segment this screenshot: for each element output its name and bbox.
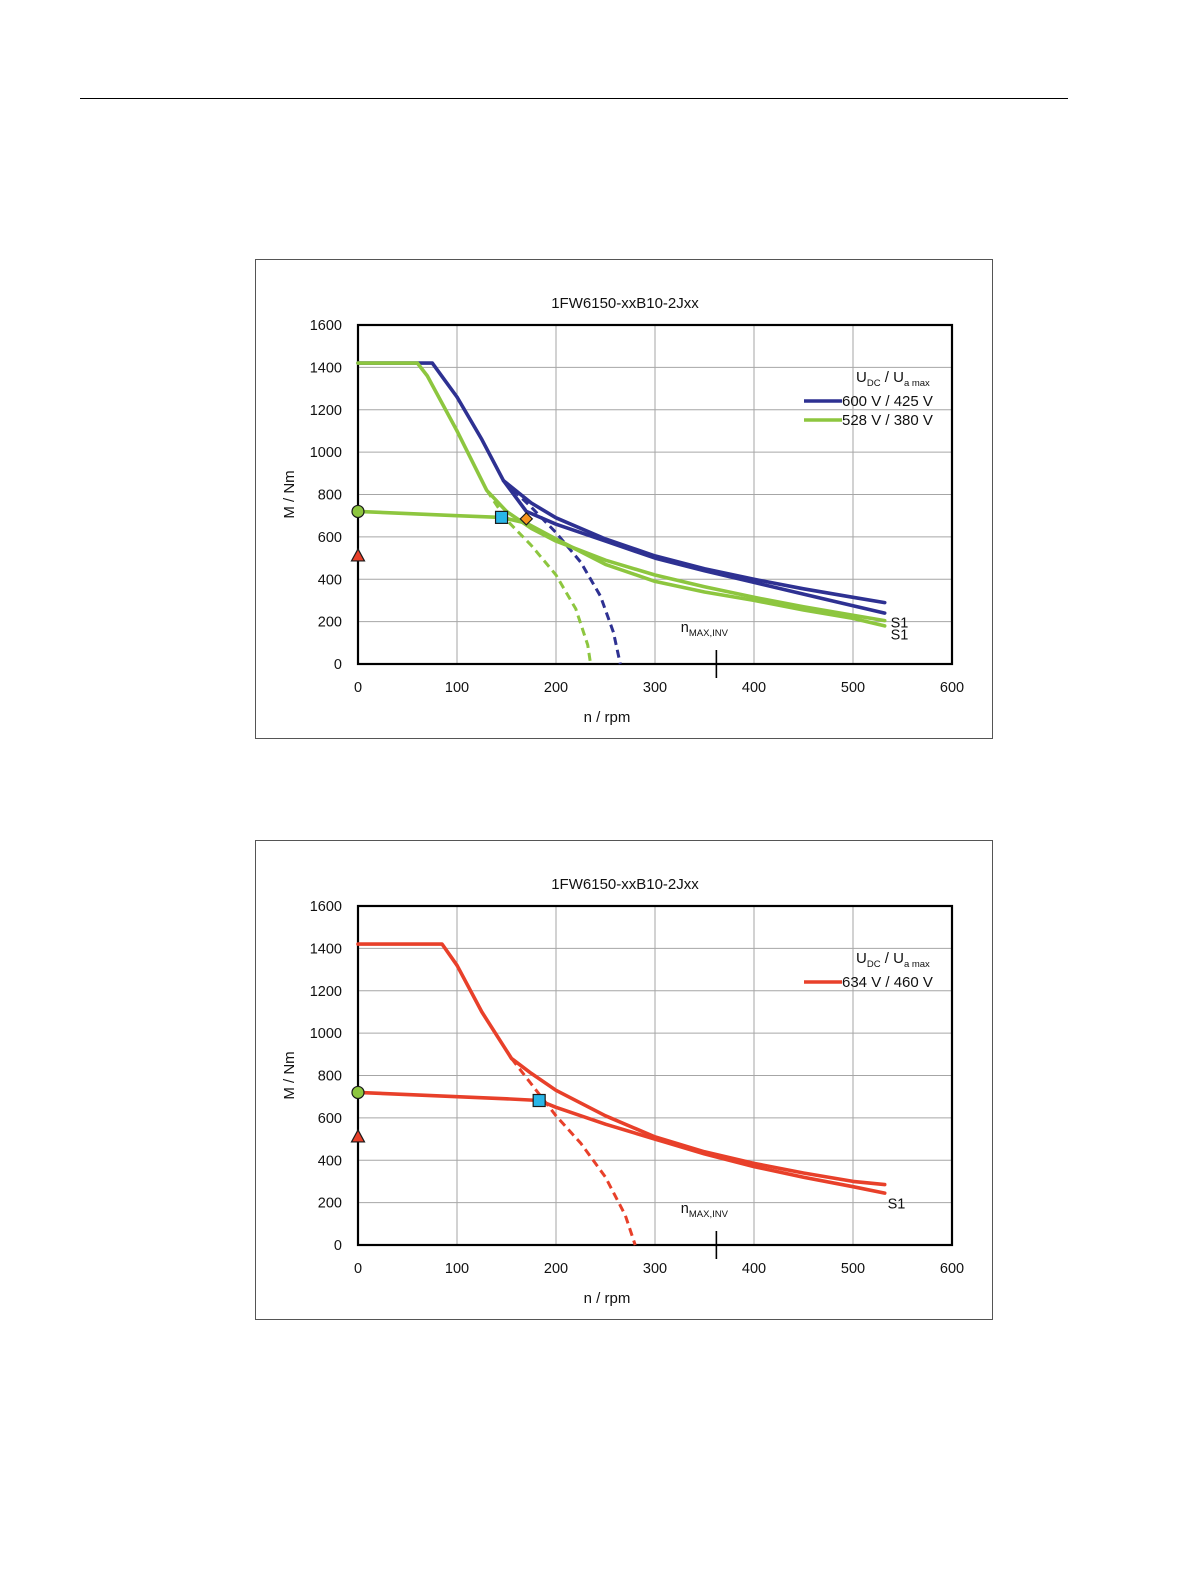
- chart1-xtick-label-2: 200: [544, 680, 568, 696]
- chart2-series-0-dashed-2: [510, 1057, 637, 1246]
- chart1-marker-diamond-3: [519, 512, 534, 526]
- chart-2-svg: 1FW6150-xxB10-2Jxx0200400600800100012001…: [281, 876, 964, 1307]
- chart1-legend-header: UDC / Ua max: [856, 369, 930, 389]
- chart2-marker-triangle-1: [350, 1128, 366, 1143]
- chart2-ytick-label-8: 1600: [310, 899, 342, 915]
- chart1-curve-label-1: S1: [891, 627, 909, 643]
- chart2-xtick-label-6: 600: [940, 1261, 964, 1277]
- torque-speed-chart-1: 1FW6150-xxB10-2Jxx 0 200 400 600 800 1000 1200 1…: [255, 259, 993, 739]
- chart1-ytick-label-7: 1400: [310, 360, 342, 376]
- chart1-y-axis-label: M / Nm: [281, 470, 298, 518]
- chart2-legend-label-0: 634 V / 460 V: [842, 974, 933, 991]
- chart1-ytick-label-4: 800: [318, 488, 342, 504]
- chart2-y-axis-label: M / Nm: [281, 1051, 298, 1099]
- chart2-nmax-label: nMAX,INV: [681, 1201, 729, 1220]
- chart1-marker-square-2: [494, 510, 509, 524]
- chart1-plot-frame: [356, 323, 954, 666]
- chart2-ytick-label-2: 400: [318, 1153, 342, 1169]
- chart1-marker-circle-0: [351, 504, 365, 519]
- chart2-plot-frame: [356, 904, 954, 1247]
- chart2-ytick-label-0: 0: [334, 1238, 342, 1254]
- chart1-ytick-label-0: 0: [334, 657, 342, 673]
- chart2-marker-circle-0: [351, 1085, 365, 1100]
- chart2-ytick-label-3: 600: [318, 1111, 342, 1127]
- chart1-title: 1FW6150-xxB10-2Jxx: [551, 295, 699, 312]
- chart1-nmax-label: nMAX,INV: [681, 620, 729, 639]
- chart2-title: 1FW6150-xxB10-2Jxx: [551, 876, 699, 893]
- chart1-ytick-label-2: 400: [318, 572, 342, 588]
- chart2-ytick-label-4: 800: [318, 1069, 342, 1085]
- chart2-x-axis-label: n / rpm: [584, 1290, 631, 1307]
- header-rule: [80, 98, 1068, 99]
- chart1-series-1-curve-4: [356, 509, 887, 628]
- chart1-series-1-curve-3: [356, 361, 887, 623]
- chart2-xtick-label-3: 300: [643, 1261, 667, 1277]
- chart1-x-axis-label: n / rpm: [584, 709, 631, 726]
- chart1-xtick-label-3: 300: [643, 680, 667, 696]
- chart-1-svg: 1FW6150-xxB10-2Jxx0200400600800100012001…: [281, 295, 964, 726]
- chart1-ytick-label-1: 200: [318, 615, 342, 631]
- chart2-ytick-label-7: 1400: [310, 941, 342, 957]
- chart2-ytick-label-6: 1200: [310, 984, 342, 1000]
- chart1-xtick-label-6: 600: [940, 680, 964, 696]
- chart1-ytick-label-5: 1000: [310, 445, 342, 461]
- chart2-xtick-label-0: 0: [354, 1261, 362, 1277]
- chart1-ytick-label-6: 1200: [310, 403, 342, 419]
- chart1-ytick-label-3: 600: [318, 530, 342, 546]
- chart2-series-0-curve-1: [356, 1090, 887, 1195]
- chart2-legend-header: UDC / Ua max: [856, 950, 930, 970]
- chart2-xtick-label-1: 100: [445, 1261, 469, 1277]
- chart1-series-1-dashed-5: [485, 489, 593, 665]
- chart1-series-0-dashed-2: [502, 479, 622, 665]
- chart1-curve-label-0: S1: [891, 616, 909, 632]
- chart2-xtick-label-5: 500: [841, 1261, 865, 1277]
- chart2-xtick-label-2: 200: [544, 1261, 568, 1277]
- chart1-xtick-label-1: 100: [445, 680, 469, 696]
- chart2-series-0-curve-0: [356, 942, 887, 1187]
- chart1-series-0-curve-0: [356, 361, 887, 605]
- chart1-xtick-label-5: 500: [841, 680, 865, 696]
- chart1-xtick-label-0: 0: [354, 680, 362, 696]
- torque-speed-chart-2: 1FW6150-xxB10-2Jxx 0 200 400 600 800 1000 1200 1…: [255, 840, 993, 1320]
- chart2-xtick-label-4: 400: [742, 1261, 766, 1277]
- chart2-marker-square-2: [532, 1093, 546, 1108]
- chart2-ytick-label-5: 1000: [310, 1026, 342, 1042]
- chart2-ytick-label-1: 200: [318, 1196, 342, 1212]
- chart1-legend-label-1: 528 V / 380 V: [842, 412, 933, 429]
- chart1-xtick-label-4: 400: [742, 680, 766, 696]
- chart1-marker-triangle-1: [350, 547, 366, 562]
- chart2-curve-label-0: S1: [888, 1197, 906, 1213]
- chart1-legend-label-0: 600 V / 425 V: [842, 393, 933, 410]
- chart1-ytick-label-8: 1600: [310, 318, 342, 334]
